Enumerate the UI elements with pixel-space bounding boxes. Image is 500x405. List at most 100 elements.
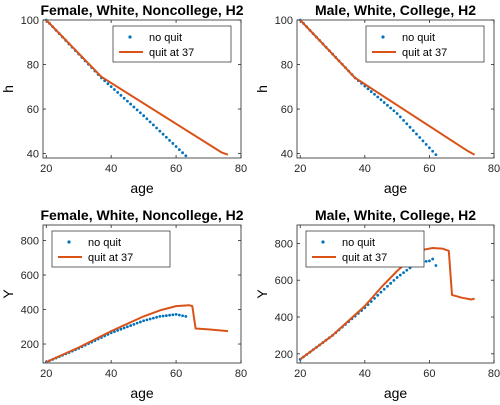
data-point — [424, 142, 428, 146]
legend-entry: no quit — [402, 32, 435, 44]
series-line-quit — [45, 304, 229, 364]
data-point — [132, 322, 136, 326]
data-point — [138, 320, 142, 324]
data-point — [161, 132, 165, 136]
data-point — [125, 99, 129, 103]
x-tick-label: 60 — [170, 163, 182, 175]
data-point — [434, 153, 438, 157]
x-tick-label: 20 — [40, 368, 52, 380]
y-tick-label: 80 — [281, 60, 293, 72]
x-tick-label: 60 — [423, 163, 435, 175]
x-tick-label: 80 — [488, 163, 500, 175]
data-point — [119, 93, 123, 97]
data-point — [168, 138, 171, 142]
data-point — [402, 118, 405, 122]
data-point — [155, 315, 159, 319]
data-point — [395, 276, 399, 279]
y-axis-label: h — [0, 85, 16, 93]
legend-entry: quit at 37 — [342, 252, 387, 264]
legend-box — [112, 25, 232, 63]
legend-entry: quit at 37 — [149, 47, 194, 59]
legend-entry: no quit — [88, 237, 121, 249]
data-point — [132, 105, 136, 109]
data-point — [113, 88, 116, 91]
x-tick-label: 80 — [488, 368, 500, 380]
data-point — [366, 87, 370, 91]
x-tick-label: 40 — [105, 163, 117, 175]
data-point — [398, 273, 402, 277]
data-point — [168, 313, 171, 317]
data-point — [135, 321, 139, 325]
data-point — [142, 319, 146, 323]
data-point — [408, 125, 412, 129]
series-line-quit — [45, 19, 229, 156]
x-axis-label: age — [130, 180, 154, 196]
data-point — [428, 259, 431, 263]
data-point — [376, 95, 380, 99]
data-point — [392, 278, 396, 282]
data-point — [428, 146, 431, 150]
legend-marker-no-quit — [128, 35, 132, 39]
data-point — [174, 145, 178, 148]
legend: no quit quit at 37 — [305, 230, 425, 268]
data-point — [161, 314, 165, 318]
y-tick-label: 60 — [27, 104, 39, 116]
x-tick-label: 20 — [294, 368, 306, 380]
legend-entry: no quit — [149, 32, 182, 44]
legend-entry: quit at 37 — [88, 252, 133, 264]
data-point — [369, 90, 373, 93]
y-axis-label: Y — [0, 289, 16, 299]
data-point — [171, 313, 175, 317]
data-point — [142, 114, 146, 118]
chart-title: Male, White, College, H2 — [315, 207, 476, 223]
series-line-quit — [299, 19, 476, 156]
data-point — [155, 126, 159, 130]
y-tick-label: 40 — [281, 149, 293, 161]
data-point — [405, 268, 409, 272]
chart-title: Male, White, College, H2 — [315, 2, 476, 18]
data-point — [418, 136, 422, 139]
x-axis-label: age — [130, 385, 154, 401]
data-point — [109, 85, 113, 89]
data-point — [434, 264, 438, 267]
data-point — [129, 324, 133, 327]
data-point — [116, 328, 120, 332]
data-point — [177, 313, 181, 317]
data-point — [421, 139, 425, 143]
x-tick-label: 40 — [359, 368, 371, 380]
data-point — [181, 151, 184, 155]
data-point — [145, 318, 149, 322]
data-point — [415, 132, 418, 136]
y-tick-label: 200 — [21, 339, 39, 351]
data-point — [389, 106, 393, 110]
subplot-3: 20 40 60 80 200 400 600 800 Female, White, Nonco… — [0, 207, 247, 401]
data-point — [405, 122, 409, 126]
data-point — [106, 82, 110, 86]
data-point — [424, 259, 428, 263]
data-point — [125, 325, 129, 329]
data-point — [373, 297, 376, 300]
data-point — [181, 314, 184, 318]
legend: no quit quit at 37 — [365, 25, 485, 63]
legend-box — [51, 230, 171, 268]
y-tick-label: 600 — [275, 275, 293, 287]
x-tick-label: 40 — [359, 163, 371, 175]
data-point — [379, 290, 383, 294]
data-point — [395, 112, 399, 115]
y-tick-label: 40 — [27, 149, 39, 161]
chart-title: Female, White, Noncollege, H2 — [40, 2, 243, 18]
data-point — [164, 314, 168, 317]
data-point — [151, 316, 155, 320]
subplot-4: 20 40 60 80 200 400 600 800 Male, White, College… — [254, 207, 500, 401]
data-point — [116, 91, 120, 94]
x-tick-label: 40 — [105, 368, 117, 380]
legend-entry: quit at 37 — [402, 47, 447, 59]
x-tick-label: 80 — [235, 368, 247, 380]
data-point — [119, 327, 123, 331]
data-point — [138, 111, 142, 115]
y-tick-label: 60 — [281, 104, 293, 116]
y-axis-label: h — [254, 85, 270, 93]
data-point — [389, 281, 393, 285]
data-point — [431, 257, 435, 261]
